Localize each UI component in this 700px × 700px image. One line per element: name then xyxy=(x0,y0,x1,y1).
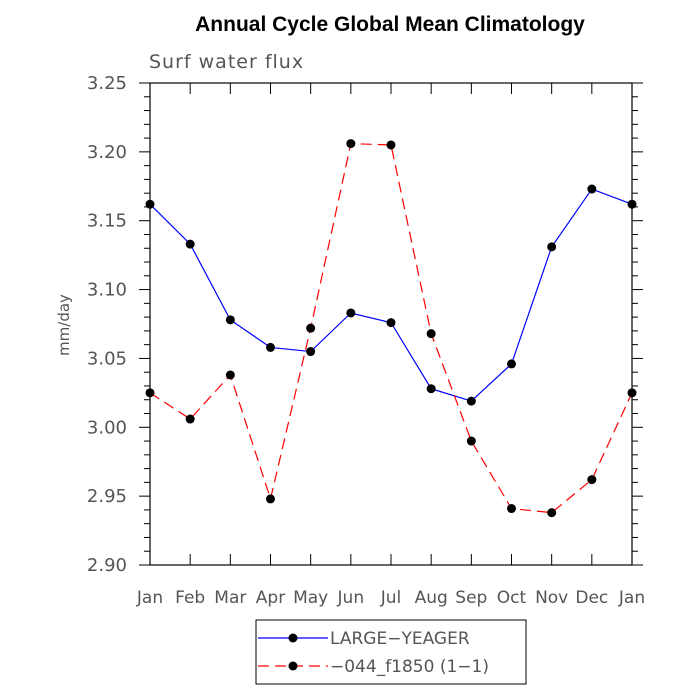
data-point-series-1 xyxy=(547,242,557,252)
x-tick-label: Jan xyxy=(136,588,163,608)
data-point-series-2 xyxy=(627,388,637,398)
legend-label-series-1: LARGE−YEAGER xyxy=(330,629,470,649)
x-tick-label: Sep xyxy=(455,588,487,608)
data-point-series-1 xyxy=(225,315,235,325)
data-point-series-2 xyxy=(386,140,396,150)
data-point-series-2 xyxy=(346,139,356,149)
x-tick-label: May xyxy=(293,588,328,608)
data-point-series-1 xyxy=(266,342,275,352)
x-tick-label: Jan xyxy=(618,588,645,608)
data-point-series-2 xyxy=(466,436,476,446)
data-point-series-2 xyxy=(507,504,516,514)
legend-box xyxy=(255,619,527,685)
data-point-series-1 xyxy=(466,396,476,406)
data-point-series-2 xyxy=(426,329,436,339)
series-group xyxy=(145,139,637,518)
y-axis-label: mm/day xyxy=(55,294,73,356)
data-point-series-2 xyxy=(145,388,155,398)
data-point-series-1 xyxy=(587,184,597,194)
data-point-series-1 xyxy=(627,199,637,209)
y-tick-label: 2.90 xyxy=(87,555,127,576)
y-tick-labels: 2.90 2.95 3.00 3.05 3.10 3.15 3.20 3.25 xyxy=(87,73,127,576)
data-point-series-1 xyxy=(185,239,195,249)
legend-marker-series-1 xyxy=(288,633,298,643)
data-point-series-1 xyxy=(306,347,316,357)
data-point-series-1 xyxy=(386,318,396,328)
y-tick-label: 3.00 xyxy=(87,417,127,438)
data-point-series-1 xyxy=(346,308,356,318)
data-point-series-2 xyxy=(185,414,195,424)
data-point-series-2 xyxy=(266,494,275,504)
data-point-series-1 xyxy=(507,359,516,369)
x-tick-label: Apr xyxy=(256,588,285,608)
x-tick-labels: Jan Feb Mar Apr May Jun Jul Aug Sep Oct Nov Dec Jan xyxy=(136,588,645,608)
y-tick-label: 3.25 xyxy=(87,73,127,94)
data-point-series-2 xyxy=(306,323,316,333)
y-tick-label: 3.10 xyxy=(87,280,127,301)
y-tick-label: 3.20 xyxy=(87,142,127,163)
y-tick-label: 2.95 xyxy=(87,486,127,507)
x-tick-label: Nov xyxy=(535,588,568,608)
x-tick-label: Mar xyxy=(214,588,246,608)
series-line-2 xyxy=(149,142,633,514)
x-tick-label: Jun xyxy=(337,588,365,608)
x-tick-label: Feb xyxy=(175,588,205,608)
legend-marker-series-2 xyxy=(288,661,298,671)
data-point-series-2 xyxy=(587,475,597,485)
legend-label-series-2: −044_f1850 (1−1) xyxy=(330,657,489,677)
legend: LARGE−YEAGER −044_f1850 (1−1) xyxy=(255,619,527,685)
x-tick-label: Oct xyxy=(497,588,527,608)
series-line-1 xyxy=(149,188,633,402)
y-tick-label: 3.15 xyxy=(87,211,127,232)
x-tick-label: Jul xyxy=(380,588,402,608)
x-tick-label: Dec xyxy=(575,588,608,608)
data-point-series-1 xyxy=(426,384,436,394)
data-point-series-2 xyxy=(547,508,557,518)
data-point-series-2 xyxy=(225,370,235,380)
chart-title: Annual Cycle Global Mean Climatology xyxy=(195,13,585,36)
y-tick-label: 3.05 xyxy=(87,348,127,369)
chart-subtitle: Surf water flux xyxy=(149,51,304,73)
x-tick-label: Aug xyxy=(415,588,448,608)
axis-ticks xyxy=(139,82,643,566)
data-point-series-1 xyxy=(145,199,155,209)
